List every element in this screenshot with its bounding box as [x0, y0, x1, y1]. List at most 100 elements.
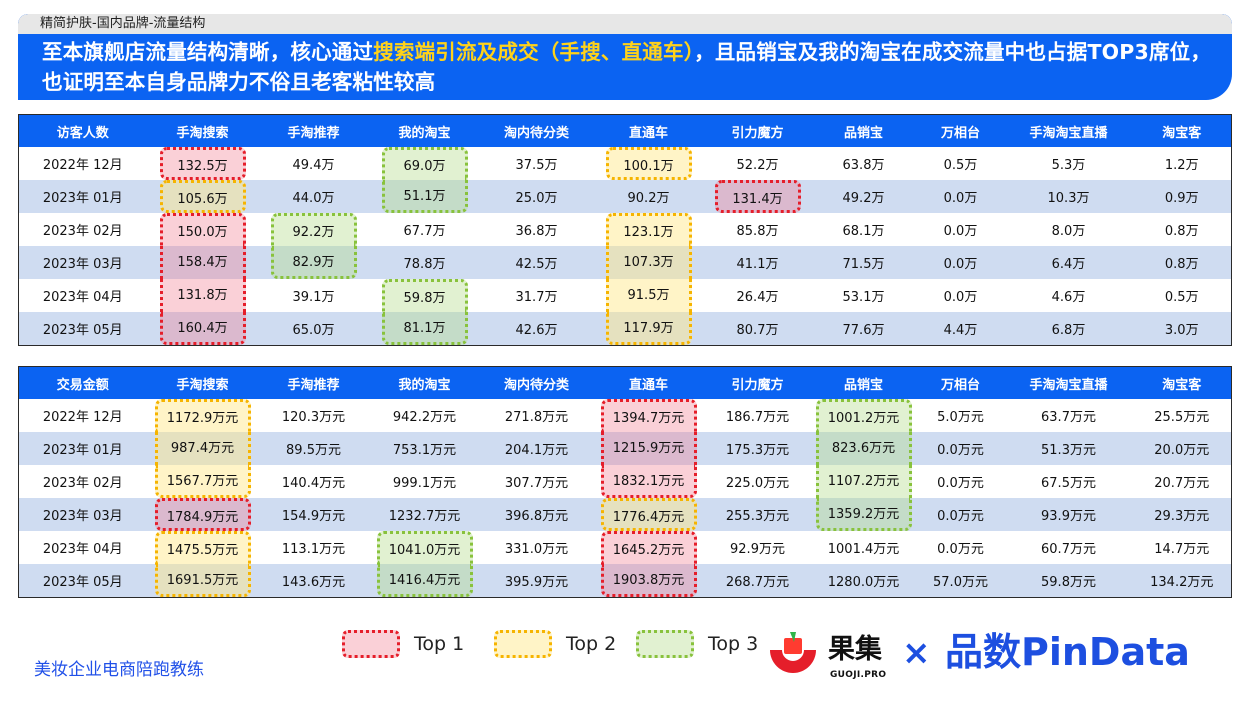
table-row: 2023年 04月 131.8万 39.1万 59.8万 31.7万 91.5万 26.4万… — [18, 279, 1232, 312]
cell-value: 31.7万 — [515, 290, 558, 305]
column-header: 引力魔方 — [704, 366, 811, 399]
table-row: 2023年 01月 105.6万 44.0万 51.1万 25.0万 90.2万 131.4… — [18, 180, 1232, 213]
cell-value: 225.0万元 — [725, 476, 790, 491]
row-label: 2023年 02月 — [18, 465, 147, 498]
cell-value: 1359.2万元 — [815, 498, 912, 531]
cell-value: 80.7万 — [736, 323, 779, 338]
cell-value: 49.4万 — [292, 158, 335, 173]
cell-value: 44.0万 — [292, 191, 335, 206]
cell-value: 131.8万 — [159, 279, 246, 312]
table-cell: 5.3万 — [1004, 147, 1133, 180]
table-cell: 1001.2万元 — [810, 399, 917, 432]
cell-value: 1776.4万元 — [600, 498, 697, 531]
cell-value: 36.8万 — [515, 224, 558, 239]
cell-value: 49.2万 — [842, 191, 885, 206]
table-row: 2023年 05月 160.4万 65.0万 81.1万 42.6万 117.9万 80.7… — [18, 312, 1232, 346]
cell-value: 3.0万 — [1164, 323, 1199, 338]
column-header: 直通车 — [592, 366, 705, 399]
table-cell: 1107.2万元 — [810, 465, 917, 498]
column-header: 我的淘宝 — [368, 114, 481, 147]
cell-value: 2022年 12月 — [42, 410, 123, 425]
cell-value: 113.1万元 — [281, 542, 346, 557]
table-cell: 4.6万 — [1004, 279, 1133, 312]
cell-value: 6.4万 — [1051, 257, 1086, 272]
legend-label-top1: Top 1 — [414, 633, 465, 655]
cell-value: 204.1万元 — [504, 443, 569, 458]
page-headline: 至本旗舰店流量结构清晰，核心通过搜索端引流及成交（手搜、直通车），且品销宝及我的… — [42, 37, 1212, 97]
cell-value: 268.7万元 — [725, 575, 790, 590]
cell-value: 89.5万元 — [286, 443, 341, 458]
table-cell: 49.2万 — [810, 180, 917, 213]
legend-swatch-top3 — [636, 630, 694, 658]
column-header: 手淘搜索 — [146, 366, 259, 399]
cell-value: 1416.4万元 — [376, 564, 473, 597]
table-cell: 3.0万 — [1132, 312, 1232, 346]
cell-value: 67.5万元 — [1041, 476, 1096, 491]
table-cell: 14.7万元 — [1132, 531, 1232, 564]
table-cell: 81.1万 — [368, 312, 481, 346]
cell-value: 1041.0万元 — [376, 531, 473, 564]
table-row: 2023年 03月 158.4万 82.9万 78.8万 42.5万 107.3万 41.1… — [18, 246, 1232, 279]
table-row: 2023年 05月 1691.5万元 143.6万元 1416.4万元 395.9万元 1… — [18, 564, 1232, 598]
table-cell: 942.2万元 — [368, 399, 481, 432]
table-cell: 132.5万 — [146, 147, 259, 180]
table-cell: 29.3万元 — [1132, 498, 1232, 531]
table-cell: 395.9万元 — [480, 564, 593, 598]
table-cell: 59.8万元 — [1004, 564, 1133, 598]
table-cell: 0.0万 — [916, 213, 1005, 246]
cell-value: 63.7万元 — [1041, 410, 1096, 425]
cell-value: 158.4万 — [159, 246, 246, 279]
table-cell: 175.3万元 — [704, 432, 811, 465]
cell-value: 1215.9万元 — [600, 432, 697, 465]
cell-value: 1.2万 — [1164, 158, 1199, 173]
row-label: 2023年 04月 — [18, 279, 147, 312]
cell-value: 396.8万元 — [504, 509, 569, 524]
column-header: 淘内待分类 — [480, 114, 593, 147]
table-cell: 1567.7万元 — [146, 465, 259, 498]
cell-value: 753.1万元 — [392, 443, 457, 458]
cell-value: 0.0万 — [943, 224, 978, 239]
cell-value: 63.8万 — [842, 158, 885, 173]
table-cell: 68.1万 — [810, 213, 917, 246]
headline-part-1: 至本旗舰店流量结构清晰，核心通过 — [42, 40, 374, 64]
table-cell: 131.8万 — [146, 279, 259, 312]
table-cell: 0.8万 — [1132, 246, 1232, 279]
table-cell: 134.2万元 — [1132, 564, 1232, 598]
cell-value: 150.0万 — [159, 213, 246, 246]
cell-value: 255.3万元 — [725, 509, 790, 524]
table-cell: 154.9万元 — [258, 498, 369, 531]
table-cell: 0.5万 — [1132, 279, 1232, 312]
table-cell: 268.7万元 — [704, 564, 811, 598]
cell-value: 154.9万元 — [281, 509, 346, 524]
cell-value: 60.7万元 — [1041, 542, 1096, 557]
partner-logo: 品数PinData — [945, 630, 1190, 674]
table-cell: 1416.4万元 — [368, 564, 481, 598]
cell-value: 271.8万元 — [504, 410, 569, 425]
title-banner: 精简护肤-国内品牌-流量结构 至本旗舰店流量结构清晰，核心通过搜索端引流及成交（… — [18, 14, 1232, 100]
table-cell: 53.1万 — [810, 279, 917, 312]
footer-slogan: 美妆企业电商陪跑教练 — [34, 660, 204, 680]
table-cell: 1394.7万元 — [592, 399, 705, 432]
breadcrumb: 精简护肤-国内品牌-流量结构 — [18, 14, 1232, 34]
cell-value: 4.4万 — [943, 323, 978, 338]
column-header: 手淘淘宝直播 — [1004, 366, 1133, 399]
cell-value: 8.0万 — [1051, 224, 1086, 239]
cell-value: 1232.7万元 — [388, 509, 461, 524]
headline-highlight: 搜索端引流及成交（手搜、直通车） — [373, 40, 695, 64]
table-cell: 6.4万 — [1004, 246, 1133, 279]
cell-value: 92.9万元 — [730, 542, 785, 557]
table-cell: 1832.1万元 — [592, 465, 705, 498]
table-cell: 396.8万元 — [480, 498, 593, 531]
table-cell: 117.9万 — [592, 312, 705, 346]
cell-value: 0.0万 — [943, 191, 978, 206]
cell-value: 1172.9万元 — [154, 399, 251, 432]
table-cell: 1691.5万元 — [146, 564, 259, 598]
row-label: 2023年 03月 — [18, 498, 147, 531]
table-cell: 57.0万元 — [916, 564, 1005, 598]
cell-value: 942.2万元 — [392, 410, 457, 425]
table-cell: 0.0万元 — [916, 498, 1005, 531]
row-label: 2023年 04月 — [18, 531, 147, 564]
cell-value: 71.5万 — [842, 257, 885, 272]
table-cell: 105.6万 — [146, 180, 259, 213]
column-header: 淘内待分类 — [480, 366, 593, 399]
